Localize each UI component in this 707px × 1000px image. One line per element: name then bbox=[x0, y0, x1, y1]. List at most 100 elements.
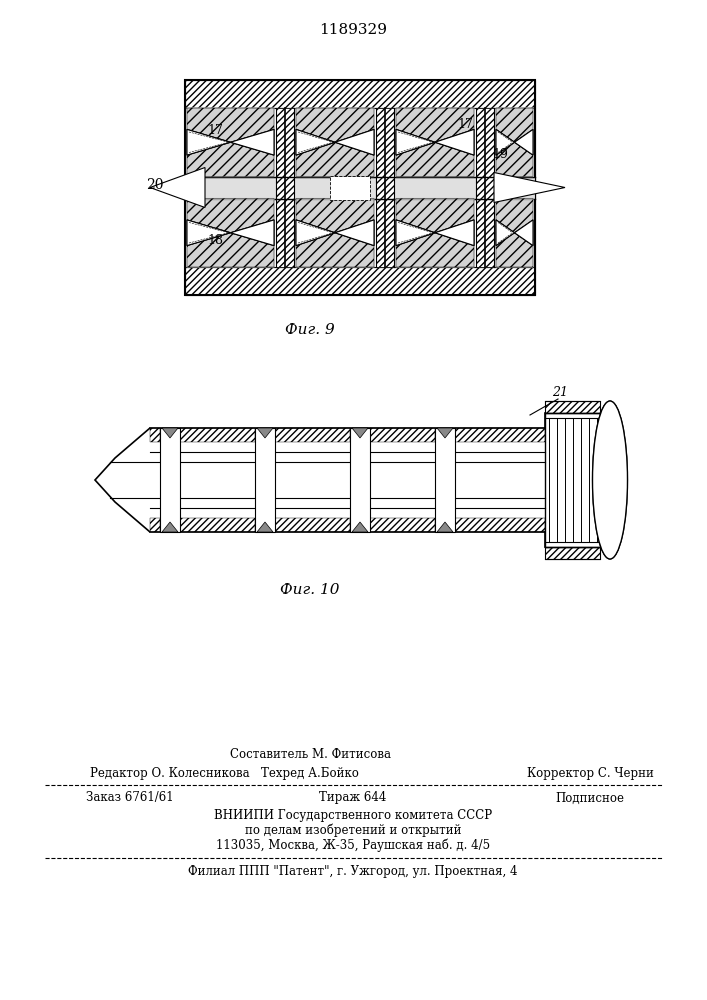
Bar bbox=[276, 108, 294, 267]
Polygon shape bbox=[296, 142, 374, 176]
Polygon shape bbox=[396, 142, 474, 176]
Bar bbox=[455, 518, 545, 532]
Text: 1189329: 1189329 bbox=[319, 23, 387, 37]
Text: Фиг. 10: Фиг. 10 bbox=[280, 583, 340, 597]
Bar bbox=[255, 428, 275, 532]
Polygon shape bbox=[437, 428, 453, 438]
Polygon shape bbox=[335, 129, 374, 155]
Text: Редактор О. Колесникова: Редактор О. Колесникова bbox=[90, 766, 250, 780]
Polygon shape bbox=[335, 220, 374, 246]
Text: 21: 21 bbox=[552, 386, 568, 399]
Polygon shape bbox=[187, 129, 230, 155]
Polygon shape bbox=[296, 220, 335, 246]
Text: Филиал ППП "Патент", г. Ужгород, ул. Проектная, 4: Филиал ППП "Патент", г. Ужгород, ул. Про… bbox=[188, 865, 518, 879]
Text: 18: 18 bbox=[207, 233, 223, 246]
Polygon shape bbox=[396, 198, 474, 233]
Polygon shape bbox=[296, 129, 335, 155]
Bar bbox=[275, 428, 350, 442]
Bar bbox=[545, 547, 600, 559]
Bar bbox=[455, 428, 545, 442]
Polygon shape bbox=[496, 233, 533, 267]
Polygon shape bbox=[496, 220, 515, 246]
Polygon shape bbox=[515, 129, 533, 155]
Polygon shape bbox=[352, 428, 368, 438]
Polygon shape bbox=[496, 142, 533, 176]
Polygon shape bbox=[187, 129, 230, 155]
Polygon shape bbox=[515, 220, 533, 246]
Bar bbox=[185, 80, 535, 295]
Text: 113035, Москва, Ж-35, Раушская наб. д. 4/5: 113035, Москва, Ж-35, Раушская наб. д. 4… bbox=[216, 838, 490, 852]
Polygon shape bbox=[496, 220, 515, 246]
Polygon shape bbox=[352, 522, 368, 532]
Polygon shape bbox=[257, 522, 273, 532]
Polygon shape bbox=[496, 129, 515, 155]
Text: Фиг. 9: Фиг. 9 bbox=[285, 323, 335, 337]
Polygon shape bbox=[496, 129, 515, 155]
Bar bbox=[150, 518, 160, 532]
Polygon shape bbox=[437, 522, 453, 532]
Polygon shape bbox=[335, 220, 374, 246]
Polygon shape bbox=[187, 198, 274, 233]
Polygon shape bbox=[396, 233, 474, 267]
Bar bbox=[185, 176, 535, 198]
Bar bbox=[185, 108, 535, 267]
Polygon shape bbox=[187, 233, 274, 267]
Text: Корректор С. Черни: Корректор С. Черни bbox=[527, 766, 653, 780]
Text: ВНИИПИ Государственного комитета СССР: ВНИИПИ Государственного комитета СССР bbox=[214, 808, 492, 822]
Polygon shape bbox=[435, 220, 474, 246]
Polygon shape bbox=[162, 428, 178, 438]
Bar bbox=[545, 401, 600, 413]
Text: Заказ 6761/61: Заказ 6761/61 bbox=[86, 792, 174, 804]
Polygon shape bbox=[496, 108, 533, 142]
Polygon shape bbox=[296, 108, 374, 142]
Bar bbox=[376, 108, 394, 267]
Polygon shape bbox=[396, 129, 435, 155]
Bar bbox=[350, 428, 370, 532]
Polygon shape bbox=[187, 220, 230, 246]
Polygon shape bbox=[396, 108, 474, 142]
Bar bbox=[330, 176, 370, 200]
Text: по делам изобретений и открытий: по делам изобретений и открытий bbox=[245, 823, 461, 837]
Polygon shape bbox=[296, 220, 335, 246]
Polygon shape bbox=[257, 428, 273, 438]
Polygon shape bbox=[187, 220, 230, 246]
Text: Техред А.Бойко: Техред А.Бойко bbox=[261, 766, 359, 780]
Text: Подписное: Подписное bbox=[556, 792, 624, 804]
Polygon shape bbox=[187, 108, 274, 142]
Text: 17: 17 bbox=[207, 123, 223, 136]
Polygon shape bbox=[335, 129, 374, 155]
Polygon shape bbox=[435, 129, 474, 155]
Polygon shape bbox=[435, 220, 474, 246]
Polygon shape bbox=[396, 220, 435, 246]
Polygon shape bbox=[150, 167, 205, 208]
Text: Тираж 644: Тираж 644 bbox=[320, 792, 387, 804]
Bar bbox=[180, 428, 255, 442]
Bar bbox=[545, 413, 600, 547]
Bar bbox=[160, 428, 180, 532]
Polygon shape bbox=[296, 233, 374, 267]
Polygon shape bbox=[230, 220, 274, 246]
Bar bbox=[435, 428, 455, 532]
Bar bbox=[275, 518, 350, 532]
Polygon shape bbox=[187, 142, 274, 176]
Ellipse shape bbox=[592, 401, 628, 559]
Polygon shape bbox=[296, 198, 374, 233]
Polygon shape bbox=[230, 129, 274, 155]
Polygon shape bbox=[296, 129, 335, 155]
Polygon shape bbox=[230, 220, 274, 246]
Polygon shape bbox=[396, 220, 435, 246]
Polygon shape bbox=[162, 522, 178, 532]
Text: 20: 20 bbox=[146, 178, 164, 192]
Bar bbox=[150, 428, 160, 442]
Bar bbox=[476, 108, 494, 267]
Polygon shape bbox=[230, 129, 274, 155]
Polygon shape bbox=[515, 129, 533, 155]
Bar bbox=[185, 80, 535, 108]
Bar bbox=[180, 518, 255, 532]
Polygon shape bbox=[494, 172, 565, 202]
Polygon shape bbox=[435, 129, 474, 155]
Text: Составитель М. Фитисова: Составитель М. Фитисова bbox=[230, 748, 390, 762]
Bar bbox=[185, 267, 535, 295]
Polygon shape bbox=[515, 220, 533, 246]
Polygon shape bbox=[496, 198, 533, 233]
